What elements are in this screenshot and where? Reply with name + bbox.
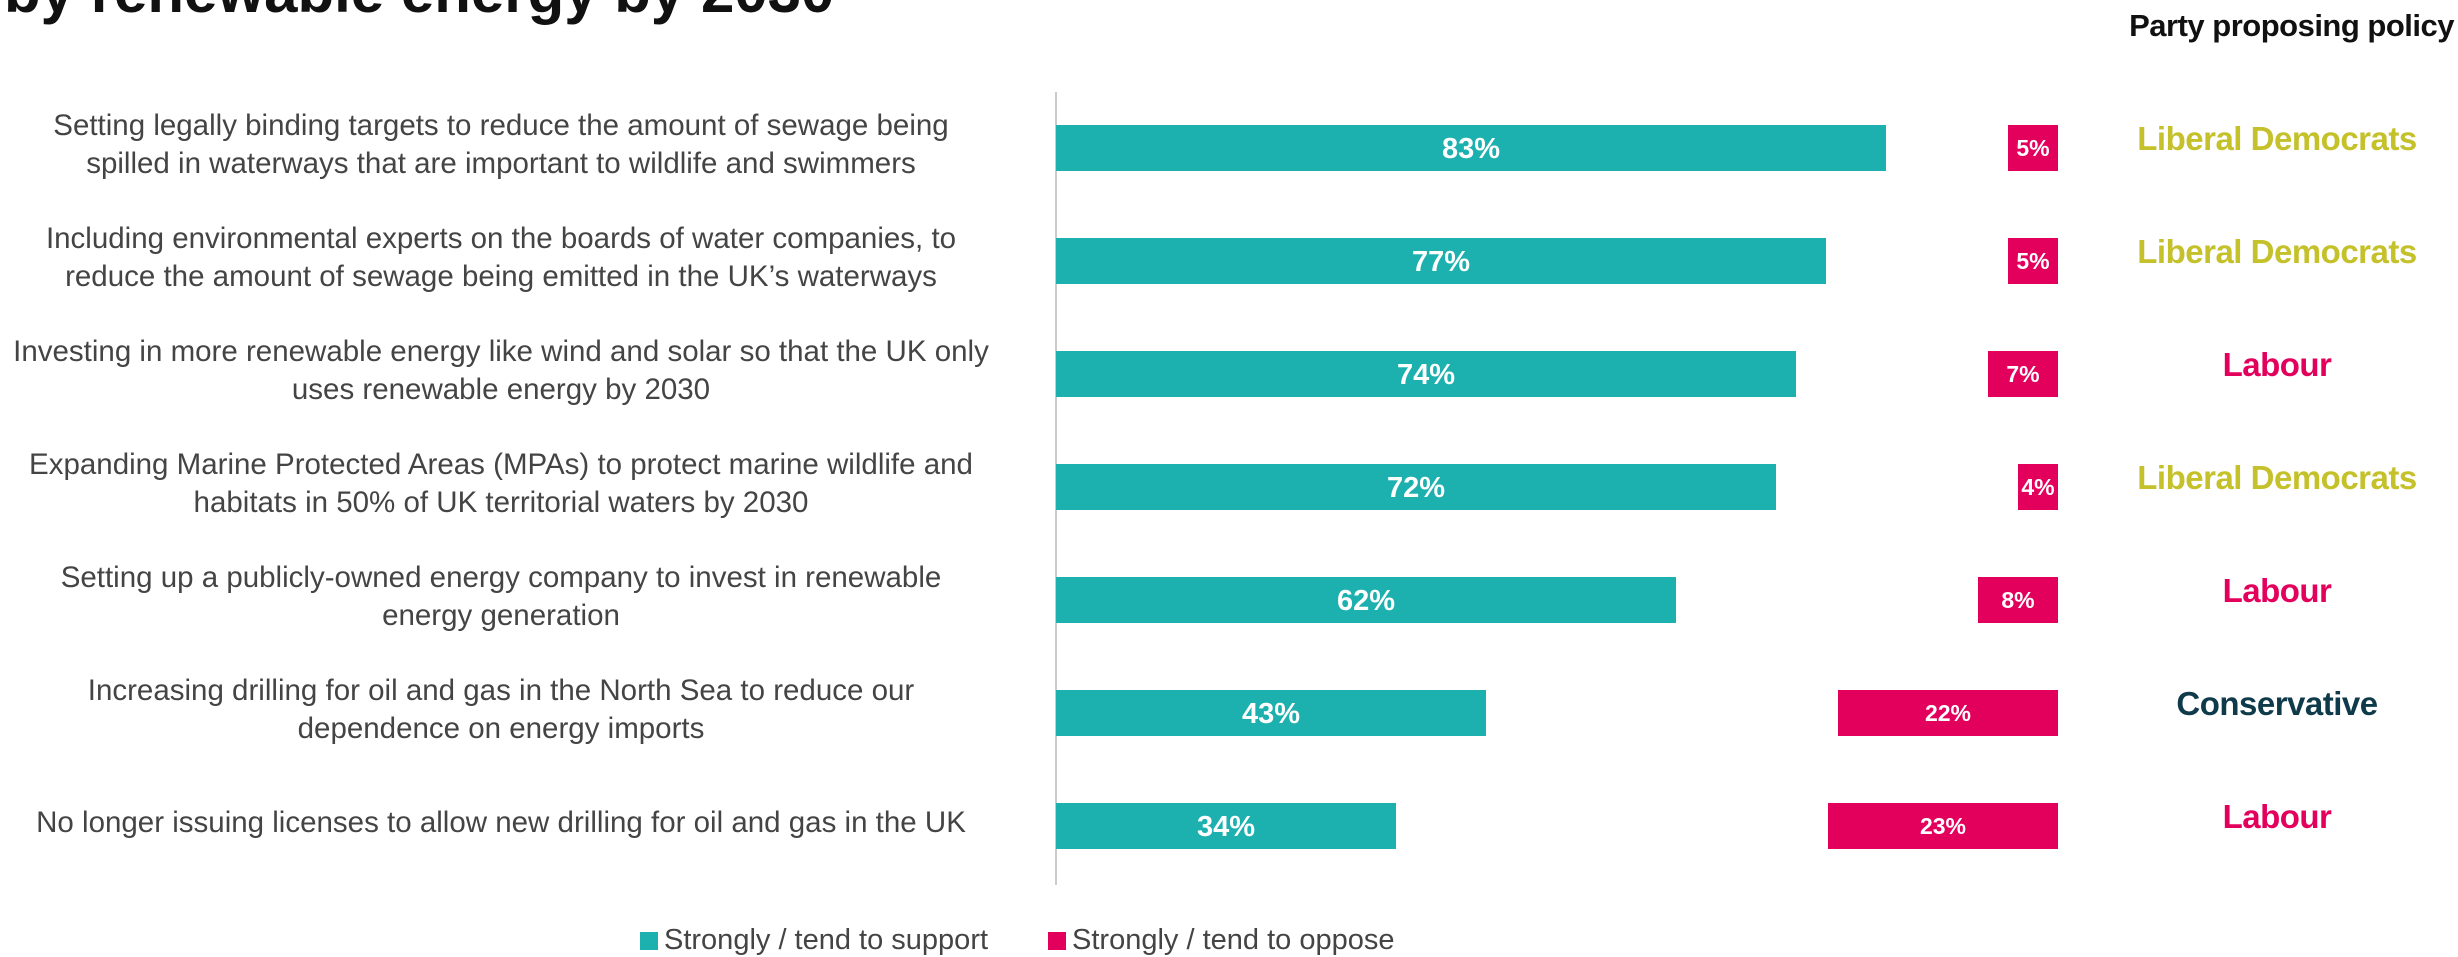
legend-label-oppose: Strongly / tend to oppose: [1072, 924, 1395, 956]
category-label-line: Setting up a publicly-owned energy compa…: [60, 561, 942, 594]
legend: Strongly / tend to support Strongly / te…: [640, 924, 1394, 957]
oppose-data-label: 8%: [2001, 587, 2034, 613]
support-data-label: 77%: [1412, 246, 1470, 278]
party-column-header: Party proposing policy: [2129, 8, 2454, 43]
oppose-bar: [2018, 464, 2058, 510]
category-label: Increasing drilling for oil and gas in t…: [0, 672, 1026, 748]
category-label-line: energy generation: [382, 599, 620, 632]
category-label: Setting up a publicly-owned energy compa…: [0, 559, 1026, 635]
oppose-bar: [1828, 803, 2058, 849]
support-data-label: 83%: [1442, 133, 1500, 165]
category-label-line: uses renewable energy by 2030: [291, 373, 711, 406]
oppose-data-label: 5%: [2016, 248, 2049, 274]
oppose-data-label: 7%: [2006, 361, 2039, 387]
category-label-line: Investing in more renewable energy like …: [13, 335, 989, 368]
oppose-bar: [1978, 577, 2058, 623]
party-label: Labour: [2222, 572, 2332, 609]
party-label: Conservative: [2176, 685, 2378, 722]
support-bar: [1056, 238, 1826, 284]
category-label: Investing in more renewable energy like …: [0, 333, 1026, 409]
support-data-label: 43%: [1242, 698, 1300, 730]
category-label-line: habitats in 50% of UK territorial waters…: [193, 486, 809, 519]
legend-swatch-support: [640, 931, 658, 950]
party-label: Labour: [2222, 798, 2332, 835]
party-label: Liberal Democrats: [2137, 120, 2417, 157]
oppose-data-label: 23%: [1920, 813, 1966, 839]
legend-swatch-oppose: [1048, 931, 1067, 950]
support-data-label: 74%: [1397, 359, 1455, 391]
oppose-data-label: 4%: [2021, 474, 2054, 500]
oppose-data-label: 5%: [2016, 135, 2049, 161]
oppose-bar: [1988, 351, 2058, 397]
legend-label-support: Strongly / tend to support: [664, 924, 989, 956]
category-label-line: dependence on energy imports: [297, 712, 705, 745]
chart-title: by renewable energy by 2030: [4, 0, 834, 22]
party-label: Liberal Democrats: [2137, 459, 2417, 496]
category-label-line: reduce the amount of sewage being emitte…: [65, 260, 937, 293]
oppose-bar: [2008, 238, 2058, 284]
legend-item-support: Strongly / tend to support: [640, 924, 988, 957]
support-data-label: 62%: [1337, 585, 1395, 617]
category-label: Including environmental experts on the b…: [0, 220, 1026, 296]
category-label: Setting legally binding targets to reduc…: [0, 107, 1026, 183]
category-label-line: No longer issuing licenses to allow new …: [36, 806, 966, 839]
support-bar: [1056, 464, 1776, 510]
support-bar: [1056, 125, 1886, 171]
support-bar: [1056, 803, 1396, 849]
category-label-line: Including environmental experts on the b…: [45, 222, 957, 255]
support-bar: [1056, 577, 1676, 623]
category-label: No longer issuing licenses to allow new …: [0, 804, 1026, 842]
support-bar: [1056, 351, 1796, 397]
oppose-bar: [1838, 690, 2058, 736]
category-label-line: Setting legally binding targets to reduc…: [53, 109, 949, 142]
party-label: Labour: [2222, 346, 2332, 383]
category-label-line: Expanding Marine Protected Areas (MPAs) …: [29, 448, 973, 481]
support-data-label: 34%: [1197, 811, 1255, 843]
oppose-data-label: 22%: [1925, 700, 1971, 726]
category-label-line: spilled in waterways that are important …: [86, 147, 916, 180]
category-label: Expanding Marine Protected Areas (MPAs) …: [0, 446, 1026, 522]
legend-item-oppose: Strongly / tend to oppose: [1048, 924, 1394, 957]
party-label: Liberal Democrats: [2137, 233, 2417, 270]
oppose-bar: [2008, 125, 2058, 171]
category-label-line: Increasing drilling for oil and gas in t…: [87, 674, 915, 707]
support-bar: [1056, 690, 1486, 736]
support-data-label: 72%: [1387, 472, 1445, 504]
